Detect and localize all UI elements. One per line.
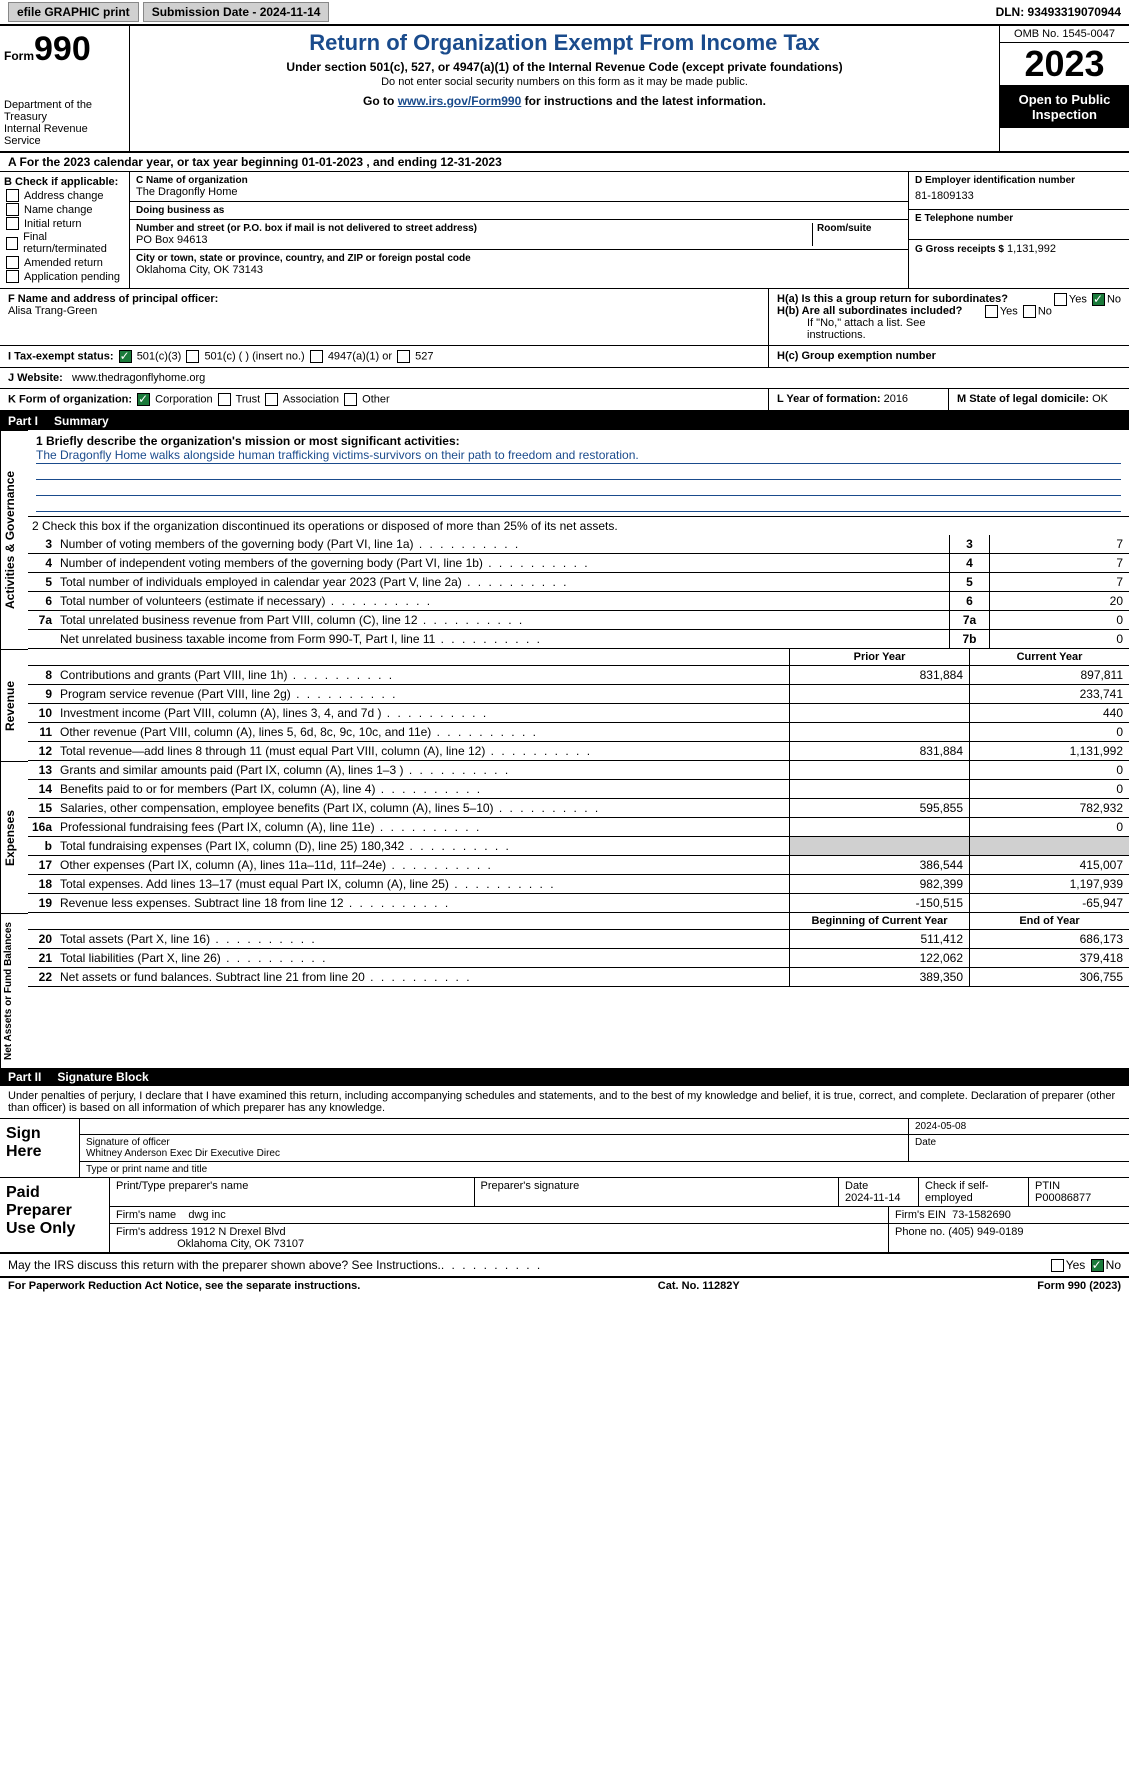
column-b: B Check if applicable: Address change Na… xyxy=(0,172,130,288)
gov-row: 3Number of voting members of the governi… xyxy=(28,535,1129,554)
chk-amended[interactable]: Amended return xyxy=(4,256,125,269)
row-j-website: J Website: www.thedragonflyhome.org xyxy=(0,368,1129,389)
rev-row: 12Total revenue—add lines 8 through 11 (… xyxy=(28,742,1129,761)
block-f-h: F Name and address of principal officer:… xyxy=(0,289,1129,346)
mission: 1 Briefly describe the organization's mi… xyxy=(28,430,1129,517)
city: Oklahoma City, OK 73143 xyxy=(136,264,902,276)
ein: 81-1809133 xyxy=(915,186,1123,206)
department: Department of the Treasury Internal Reve… xyxy=(4,99,125,147)
efile-button[interactable]: efile GRAPHIC print xyxy=(8,2,139,22)
column-c: C Name of organizationThe Dragonfly Home… xyxy=(130,172,909,288)
footer: For Paperwork Reduction Act Notice, see … xyxy=(0,1278,1129,1294)
chk-app-pending[interactable]: Application pending xyxy=(4,270,125,283)
rev-row: 11Other revenue (Part VIII, column (A), … xyxy=(28,723,1129,742)
gov-row: 7aTotal unrelated business revenue from … xyxy=(28,611,1129,630)
website-url: www.thedragonflyhome.org xyxy=(72,372,205,384)
summary-revenue: Revenue Prior YearCurrent Year 8Contribu… xyxy=(0,649,1129,761)
sign-here: Sign Here 2024-05-08 Signature of office… xyxy=(0,1119,1129,1178)
gov-row: 4Number of independent voting members of… xyxy=(28,554,1129,573)
chk-final-return[interactable]: Final return/terminated xyxy=(4,231,125,255)
omb-number: OMB No. 1545-0047 xyxy=(1000,26,1129,43)
summary-net: Net Assets or Fund Balances Beginning of… xyxy=(0,913,1129,1068)
corp-checked xyxy=(137,393,150,406)
form-title: Return of Organization Exempt From Incom… xyxy=(134,30,995,56)
row-i-hc: I Tax-exempt status: 501(c)(3) 501(c) ( … xyxy=(0,346,1129,368)
form-subtitle: Under section 501(c), 527, or 4947(a)(1)… xyxy=(134,60,995,74)
ssn-note: Do not enter social security numbers on … xyxy=(134,76,995,88)
street: PO Box 94613 xyxy=(136,234,812,246)
ha-no-checked xyxy=(1092,293,1105,306)
chk-name-change[interactable]: Name change xyxy=(4,203,125,216)
501c3-checked xyxy=(119,350,132,363)
open-inspection: Open to Public Inspection xyxy=(1000,86,1129,128)
gross-receipts: 1,131,992 xyxy=(1007,243,1056,255)
net-row: 22Net assets or fund balances. Subtract … xyxy=(28,968,1129,987)
tax-year: 2023 xyxy=(1000,43,1129,86)
rev-row: 9Program service revenue (Part VIII, lin… xyxy=(28,685,1129,704)
part-1-header: Part I Summary xyxy=(0,412,1129,430)
net-row: 20Total assets (Part X, line 16)511,4126… xyxy=(28,930,1129,949)
exp-row: 13Grants and similar amounts paid (Part … xyxy=(28,761,1129,780)
gov-row: 5Total number of individuals employed in… xyxy=(28,573,1129,592)
paid-preparer: Paid Preparer Use Only Print/Type prepar… xyxy=(0,1178,1129,1254)
irs-link[interactable]: www.irs.gov/Form990 xyxy=(398,94,522,108)
row-k-l-m: K Form of organization: Corporation Trus… xyxy=(0,389,1129,412)
chk-address-change[interactable]: Address change xyxy=(4,189,125,202)
exp-row: 16aProfessional fundraising fees (Part I… xyxy=(28,818,1129,837)
summary-expenses: Expenses 13Grants and similar amounts pa… xyxy=(0,761,1129,913)
signature-declaration: Under penalties of perjury, I declare th… xyxy=(0,1086,1129,1119)
main-info-grid: B Check if applicable: Address change Na… xyxy=(0,172,1129,289)
exp-row: 17Other expenses (Part IX, column (A), l… xyxy=(28,856,1129,875)
gov-row: Net unrelated business taxable income fr… xyxy=(28,630,1129,649)
column-d: D Employer identification number81-18091… xyxy=(909,172,1129,288)
exp-row: bTotal fundraising expenses (Part IX, co… xyxy=(28,837,1129,856)
section-a: A For the 2023 calendar year, or tax yea… xyxy=(0,153,1129,172)
firm-name: dwg inc xyxy=(188,1209,225,1221)
officer-name: Alisa Trang-Green xyxy=(8,305,760,317)
chk-initial-return[interactable]: Initial return xyxy=(4,217,125,230)
form-header: Form990 Department of the Treasury Inter… xyxy=(0,26,1129,153)
discuss-no-checked xyxy=(1091,1259,1104,1272)
exp-row: 19Revenue less expenses. Subtract line 1… xyxy=(28,894,1129,913)
form-number: Form990 xyxy=(4,30,125,69)
rev-row: 10Investment income (Part VIII, column (… xyxy=(28,704,1129,723)
org-name: The Dragonfly Home xyxy=(136,186,902,198)
rev-row: 8Contributions and grants (Part VIII, li… xyxy=(28,666,1129,685)
exp-row: 15Salaries, other compensation, employee… xyxy=(28,799,1129,818)
submission-date: Submission Date - 2024-11-14 xyxy=(143,2,330,22)
net-row: 21Total liabilities (Part X, line 26)122… xyxy=(28,949,1129,968)
dln: DLN: 93493319070944 xyxy=(996,5,1121,19)
part-2-header: Part II Signature Block xyxy=(0,1068,1129,1086)
goto-line: Go to www.irs.gov/Form990 for instructio… xyxy=(134,94,995,108)
exp-row: 14Benefits paid to or for members (Part … xyxy=(28,780,1129,799)
exp-row: 18Total expenses. Add lines 13–17 (must … xyxy=(28,875,1129,894)
ptin: P00086877 xyxy=(1035,1192,1123,1204)
officer-signature: Whitney Anderson Exec Dir Executive Dire… xyxy=(86,1148,902,1159)
irs-discuss: May the IRS discuss this return with the… xyxy=(0,1254,1129,1278)
gov-row: 6Total number of volunteers (estimate if… xyxy=(28,592,1129,611)
topbar: efile GRAPHIC print Submission Date - 20… xyxy=(0,0,1129,26)
summary-governance: Activities & Governance 1 Briefly descri… xyxy=(0,430,1129,649)
